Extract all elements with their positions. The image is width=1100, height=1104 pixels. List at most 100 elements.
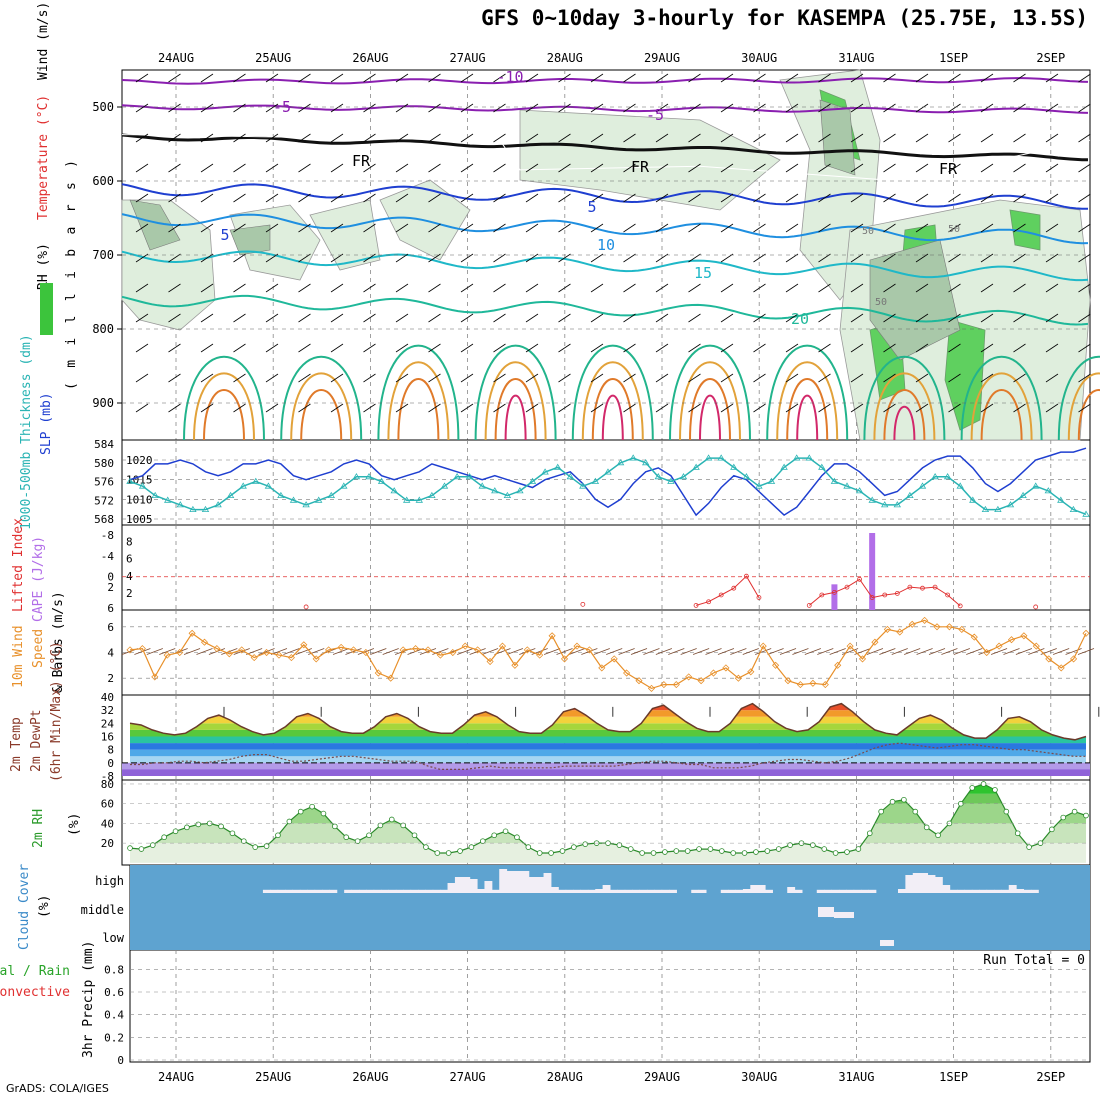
wind-barb	[688, 283, 701, 293]
thickness-marker	[767, 477, 776, 484]
isotherm-bulb	[1077, 389, 1100, 441]
cloud-mid-bar	[834, 912, 854, 918]
wind-barb	[1078, 163, 1091, 173]
slp-tick-label: 1020	[126, 454, 153, 467]
rh-marker	[673, 848, 680, 854]
wind-barb	[168, 283, 181, 293]
contour-label: FR	[631, 158, 650, 176]
wind-barb	[785, 403, 799, 413]
rh-marker	[343, 834, 350, 841]
isotherm-bulb	[786, 378, 829, 441]
rh-contour-label: 50	[862, 226, 874, 237]
wind-barb-10m	[730, 648, 747, 655]
cape-ylabel: Lifted Index CAPE (J/kg)	[11, 518, 46, 622]
temp-tick-label: 24	[101, 717, 115, 730]
wind-barb	[1013, 313, 1026, 323]
wind-barb	[460, 313, 474, 323]
rh-marker	[696, 846, 702, 852]
wind-barb	[428, 373, 441, 383]
wind-barb	[460, 283, 474, 293]
panel-frame	[129, 949, 1091, 1063]
thickness-marker	[906, 491, 914, 499]
wind-barb	[493, 163, 506, 173]
wind-barb	[948, 73, 961, 83]
thickness-marker	[151, 491, 159, 499]
thickness-marker	[478, 482, 486, 489]
wind-tick-label: 2	[107, 672, 114, 685]
rh-shade-mid	[129, 199, 181, 251]
wind-speed-marker	[498, 642, 507, 650]
wind-barb	[428, 253, 441, 263]
cloud-high-bar	[506, 871, 515, 893]
y-tick-label: 700	[92, 248, 114, 262]
wind-barb	[655, 253, 669, 263]
wind-barb	[298, 103, 311, 113]
precip-tick-label: 0.8	[104, 963, 124, 976]
thickness-marker	[138, 482, 147, 489]
wind-barb-10m	[506, 648, 524, 655]
wind-speed-marker	[250, 654, 258, 662]
wind-barb	[753, 163, 766, 173]
wind-barb	[1045, 73, 1059, 83]
cloud-high-bar	[292, 889, 301, 893]
wind-barb-10m	[295, 648, 312, 655]
rh-marker	[286, 818, 293, 825]
wind-barb	[590, 193, 604, 203]
date-label-top: 28AUG	[547, 51, 583, 65]
isotherm-bulb	[397, 378, 440, 441]
slp-ylabel: 1000-500mb Thickness (dm) SLP (mb)	[19, 334, 54, 530]
thickness-marker	[893, 501, 902, 508]
wind-barb	[265, 343, 279, 353]
wind-barb	[883, 283, 896, 293]
contour-label: 5	[587, 198, 596, 216]
contour-label: -5	[646, 106, 664, 124]
wind-barb-10m	[519, 648, 536, 655]
wind-barb	[818, 163, 831, 173]
wind-barb-10m	[258, 648, 275, 655]
thickness-marker	[943, 473, 952, 480]
rh-marker	[1014, 830, 1021, 837]
wind-speed-marker	[263, 648, 271, 657]
rh-contour-label: 50	[875, 297, 887, 308]
thickness-marker	[855, 487, 864, 494]
wind-barb	[460, 223, 474, 233]
wind-barb	[200, 163, 214, 173]
wind-speed-marker	[796, 681, 804, 689]
wind-barb-10m	[1015, 648, 1033, 655]
rh-marker	[775, 846, 782, 852]
wind-barb	[980, 313, 994, 323]
chart-title: GFS 0~10day 3-hourly for KASEMPA (25.75E…	[481, 6, 1088, 30]
wind-barb	[623, 103, 636, 113]
cloud-high-bar	[270, 889, 279, 893]
isotherm-bulb	[873, 372, 936, 441]
cloud-high-bar	[499, 869, 508, 893]
wind-barb	[265, 133, 279, 143]
thickness-tick-label: 576	[94, 476, 114, 489]
wind-barb	[883, 103, 896, 113]
wind-barb	[168, 133, 181, 143]
rh-marker	[377, 822, 384, 829]
rh-marker	[127, 845, 133, 851]
wind-barb	[785, 283, 799, 293]
wind-barb	[720, 253, 734, 263]
wind-speed-marker	[560, 655, 569, 663]
wind-barb	[363, 403, 376, 413]
wind-barb	[655, 403, 669, 413]
wind-speed-marker	[858, 655, 867, 663]
cloud-high-bar	[381, 889, 389, 893]
wind-barb	[233, 253, 246, 263]
rh-shade-mid	[819, 99, 856, 176]
isotherm-bulb	[766, 344, 849, 441]
wind-speed-marker	[623, 669, 631, 677]
isotherm-bulb	[893, 405, 916, 441]
wind-barb	[363, 193, 376, 203]
wind-barb	[753, 403, 766, 413]
rh-marker	[923, 824, 930, 831]
wind-barb	[623, 193, 636, 203]
cloud-ylabel: Cloud Cover (%)	[17, 864, 52, 950]
wind-barb	[753, 103, 766, 113]
wind-barb	[428, 313, 441, 323]
wind-barb	[948, 313, 961, 323]
cloud-high-bar	[388, 889, 397, 893]
thickness-marker	[289, 496, 298, 503]
